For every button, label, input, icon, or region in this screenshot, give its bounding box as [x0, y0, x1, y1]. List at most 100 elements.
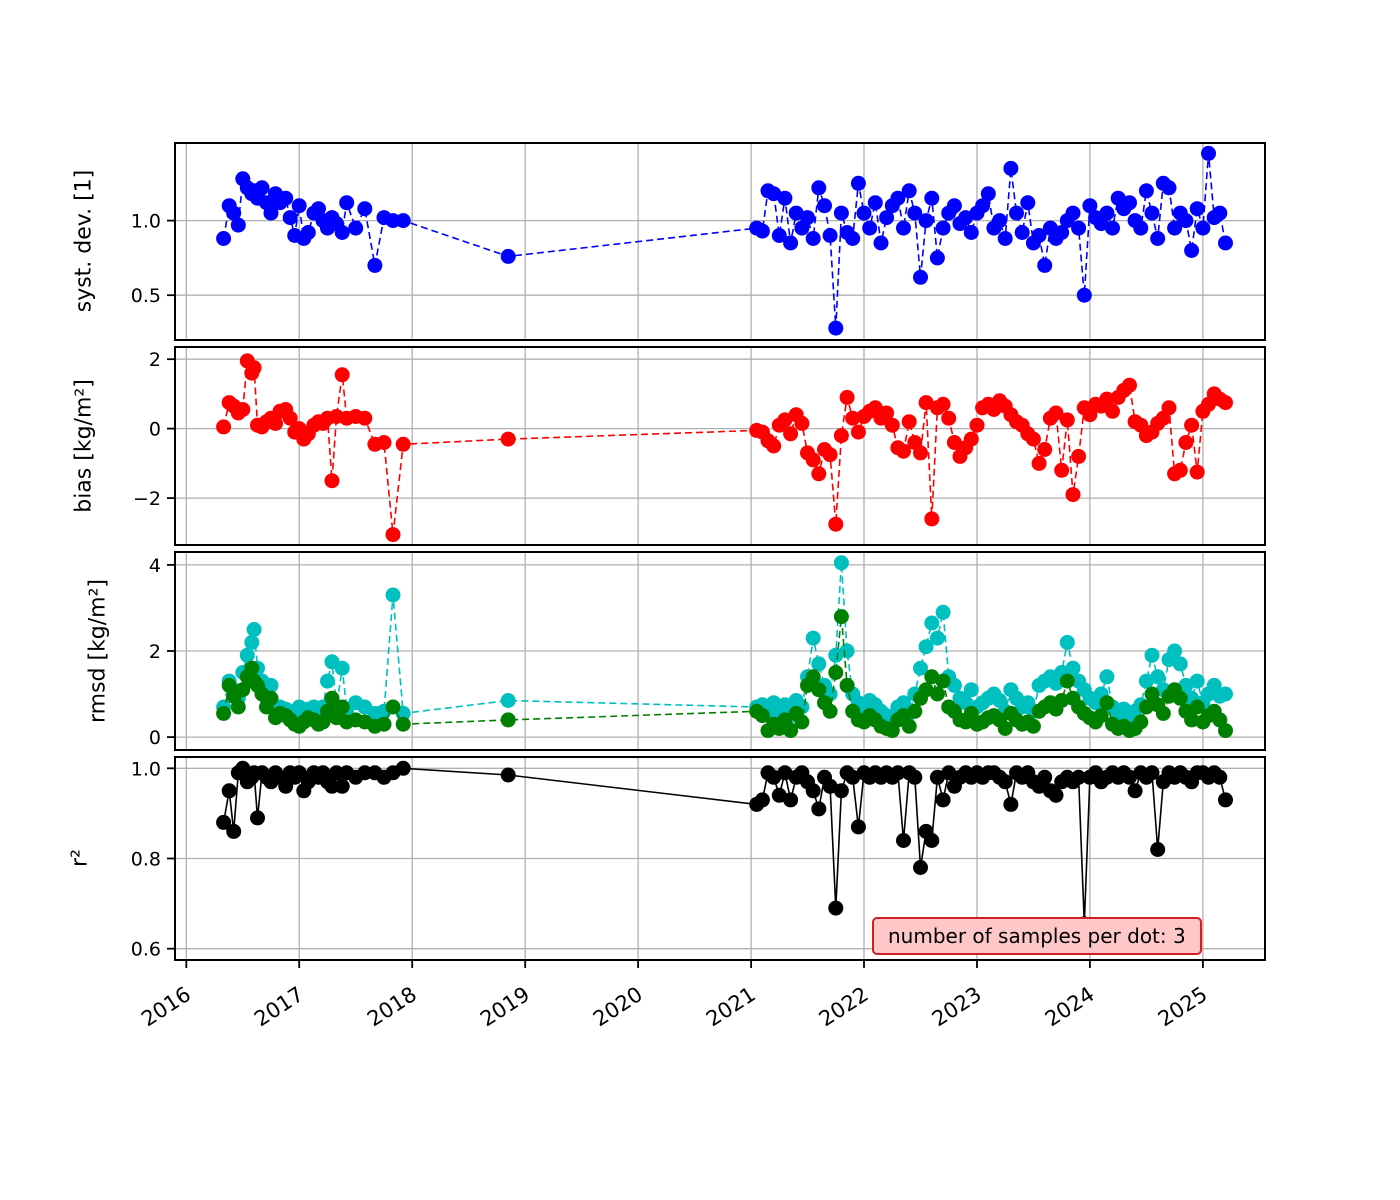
data-point-rmsd-green — [1218, 723, 1233, 739]
data-point-bias — [794, 415, 810, 431]
data-point-syst-dev — [913, 269, 928, 285]
data-point-rmsd-cyan — [1218, 686, 1233, 702]
data-point-rmsd-green — [754, 708, 770, 724]
data-point-syst-dev — [873, 235, 889, 251]
data-point-bias — [946, 435, 962, 450]
data-point-r2 — [935, 792, 951, 808]
data-point-rmsd-green — [1133, 714, 1149, 730]
data-point-rmsd-green — [907, 703, 923, 719]
data-point-r2 — [907, 769, 923, 785]
data-point-syst-dev — [901, 183, 917, 199]
data-point-bias — [822, 447, 838, 463]
data-point-syst-dev — [935, 220, 951, 236]
data-point-bias — [941, 410, 957, 426]
data-point-rmsd-cyan — [924, 615, 940, 631]
series-line-r2 — [222, 766, 1227, 924]
data-point-r2 — [500, 767, 516, 783]
data-point-rmsd-cyan — [239, 647, 255, 663]
data-point-rmsd-green — [1099, 695, 1115, 711]
data-point-rmsd-green — [263, 690, 279, 706]
data-point-r2 — [850, 819, 866, 835]
data-point-bias — [845, 410, 861, 426]
data-point-syst-dev — [1031, 228, 1047, 243]
data-point-syst-dev — [357, 201, 373, 217]
data-point-rmsd-green — [918, 682, 934, 698]
data-point-rmsd-cyan — [1178, 677, 1194, 693]
data-point-syst-dev — [1189, 201, 1205, 217]
data-point-syst-dev — [997, 231, 1013, 246]
data-point-bias — [884, 417, 900, 433]
data-point-syst-dev — [254, 180, 270, 196]
data-point-r2 — [1150, 842, 1166, 857]
data-point-bias — [1048, 405, 1064, 421]
data-point-r2 — [395, 760, 411, 776]
y-tick-label: 1.0 — [131, 211, 161, 233]
data-point-bias — [1218, 395, 1233, 411]
data-point-r2 — [1071, 769, 1087, 785]
data-point-r2 — [1218, 792, 1233, 808]
data-point-syst-dev — [216, 231, 232, 246]
data-point-rmsd-cyan — [1099, 669, 1115, 685]
data-point-rmsd-cyan — [1189, 673, 1205, 689]
data-point-rmsd-cyan — [839, 643, 855, 659]
data-point-bias — [357, 410, 373, 426]
x-tick-label: 2024 — [1041, 982, 1099, 1031]
y-tick-label: 1.0 — [131, 758, 161, 780]
data-point-rmsd-cyan — [929, 630, 945, 646]
data-point-rmsd-green — [1059, 673, 1075, 689]
data-point-bias — [901, 414, 917, 430]
data-point-rmsd-green — [1025, 718, 1041, 734]
data-point-rmsd-green — [1155, 705, 1171, 721]
data-point-r2 — [845, 769, 861, 785]
data-point-syst-dev — [500, 248, 516, 264]
data-point-rmsd-green — [1054, 693, 1070, 708]
data-point-bias — [385, 527, 401, 543]
data-point-r2 — [1127, 783, 1143, 799]
data-point-r2 — [777, 765, 793, 781]
data-point-syst-dev — [896, 220, 911, 236]
data-point-syst-dev — [918, 213, 934, 229]
data-point-bias — [1054, 462, 1070, 478]
data-point-r2 — [929, 769, 945, 785]
data-point-syst-dev — [805, 231, 821, 246]
data-point-syst-dev — [879, 210, 895, 226]
data-point-rmsd-green — [1184, 712, 1200, 728]
samples-annotation: number of samples per dot: 3 — [872, 917, 1202, 955]
data-point-bias — [805, 452, 821, 468]
data-point-syst-dev — [278, 190, 294, 206]
data-point-rmsd-cyan — [246, 622, 262, 637]
data-point-rmsd-cyan — [1138, 673, 1154, 689]
data-point-syst-dev — [845, 231, 861, 246]
data-point-bias — [1172, 462, 1188, 478]
y-tick-label: 4 — [149, 555, 161, 577]
data-point-rmsd-green — [811, 682, 827, 698]
data-point-rmsd-cyan — [963, 682, 979, 698]
data-point-bias — [1071, 448, 1087, 464]
data-point-rmsd-cyan — [1144, 647, 1160, 663]
data-point-syst-dev — [771, 228, 787, 243]
data-point-syst-dev — [291, 198, 307, 214]
y-tick-label: −2 — [133, 488, 161, 510]
data-point-rmsd-cyan — [385, 587, 401, 603]
data-point-syst-dev — [924, 190, 940, 206]
data-point-bias — [1059, 412, 1075, 428]
data-point-syst-dev — [1201, 145, 1216, 161]
x-tick-label: 2017 — [250, 982, 308, 1031]
data-point-syst-dev — [1218, 235, 1233, 251]
data-point-syst-dev — [348, 220, 364, 236]
data-point-bias — [918, 395, 934, 411]
data-point-rmsd-green — [822, 703, 838, 719]
data-point-syst-dev — [788, 205, 804, 221]
data-point-r2 — [913, 860, 928, 875]
data-point-syst-dev — [800, 210, 815, 226]
data-point-bias — [850, 424, 866, 440]
data-point-rmsd-green — [828, 665, 844, 680]
data-point-r2 — [221, 783, 237, 799]
data-point-r2 — [1122, 769, 1137, 785]
panel-r2: 0.6 0.8 1.0 — [131, 756, 1266, 961]
data-point-syst-dev — [1082, 198, 1098, 214]
data-point-rmsd-green — [216, 705, 232, 721]
data-point-rmsd-green — [1189, 699, 1205, 715]
data-point-bias — [1184, 417, 1200, 433]
